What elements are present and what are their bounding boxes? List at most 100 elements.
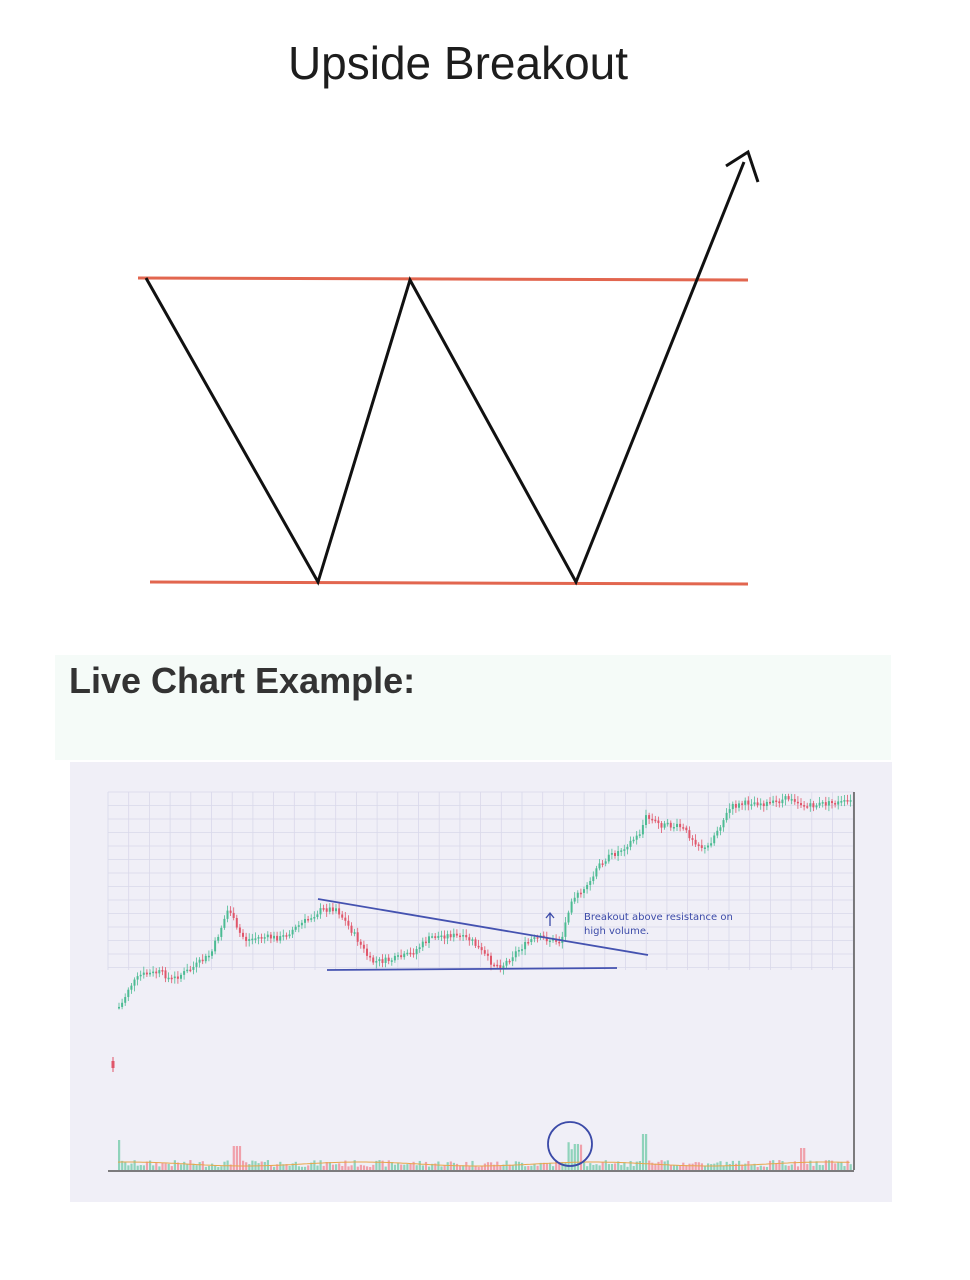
volume-bar bbox=[589, 1163, 592, 1170]
candle-body bbox=[362, 944, 365, 949]
candle-body bbox=[648, 815, 651, 819]
candle-body bbox=[207, 955, 210, 958]
candle-body bbox=[756, 802, 759, 806]
candle-body bbox=[741, 803, 744, 805]
candle-body bbox=[514, 951, 517, 958]
candle-body bbox=[703, 847, 706, 849]
candle-body bbox=[223, 918, 226, 928]
volume-bar bbox=[170, 1166, 173, 1170]
volume-bar bbox=[397, 1163, 400, 1170]
volume-bar bbox=[806, 1164, 809, 1170]
candle-body bbox=[319, 908, 322, 915]
candle-body bbox=[710, 843, 713, 846]
volume-bar bbox=[707, 1163, 710, 1170]
candle-body bbox=[124, 997, 127, 1003]
candle-body bbox=[837, 801, 840, 805]
candle-body bbox=[245, 936, 248, 941]
candle-body bbox=[778, 801, 781, 804]
candle-body bbox=[800, 803, 802, 806]
volume-bar bbox=[288, 1165, 291, 1170]
volume-bar bbox=[511, 1165, 514, 1170]
candle-body bbox=[344, 917, 347, 921]
volume-bar bbox=[142, 1165, 145, 1170]
candle-body bbox=[198, 959, 201, 963]
candle-body bbox=[586, 884, 589, 890]
candle-body bbox=[118, 1006, 120, 1009]
candle-body bbox=[666, 822, 669, 825]
volume-bar bbox=[787, 1165, 790, 1170]
candle-body bbox=[313, 917, 316, 919]
candle-body bbox=[375, 961, 378, 963]
volume-bar bbox=[229, 1164, 232, 1170]
candle-body bbox=[409, 952, 412, 955]
volume-bar bbox=[207, 1165, 211, 1170]
candle-body bbox=[511, 957, 514, 962]
candle-body bbox=[443, 935, 446, 939]
volume-bar bbox=[428, 1166, 431, 1170]
candle-body bbox=[632, 839, 635, 842]
volume-bar bbox=[837, 1162, 840, 1170]
candle-body bbox=[226, 910, 229, 919]
volume-bar bbox=[669, 1164, 672, 1170]
candle-body bbox=[260, 937, 263, 939]
candle-body bbox=[663, 823, 666, 828]
volume-bar bbox=[610, 1163, 614, 1170]
candle-body bbox=[598, 863, 601, 869]
candle-body bbox=[679, 823, 682, 828]
candle-body bbox=[397, 955, 399, 957]
volume-bar bbox=[626, 1166, 629, 1170]
candle-body bbox=[840, 801, 843, 803]
candle-body bbox=[421, 941, 424, 948]
volume-bar bbox=[412, 1161, 415, 1170]
candle-body bbox=[269, 934, 272, 939]
volume-bar bbox=[211, 1163, 214, 1170]
volume-bar bbox=[617, 1161, 620, 1170]
volume-bar bbox=[843, 1166, 846, 1170]
candle-body bbox=[189, 969, 192, 972]
candle-body bbox=[697, 844, 700, 846]
volume-bar bbox=[530, 1165, 533, 1170]
volume-bar bbox=[558, 1162, 561, 1170]
volume-bar bbox=[331, 1164, 335, 1170]
w-pattern-diagram bbox=[137, 149, 760, 586]
candle-body bbox=[127, 989, 130, 998]
volume-bar bbox=[362, 1165, 366, 1170]
volume-bar bbox=[378, 1160, 381, 1170]
volume-bar bbox=[440, 1166, 443, 1170]
candle-body bbox=[645, 815, 647, 826]
volume-bar bbox=[418, 1160, 421, 1170]
candle-body bbox=[446, 934, 449, 939]
candle-body bbox=[369, 955, 372, 958]
candle-body bbox=[276, 935, 279, 941]
volume-bar bbox=[400, 1164, 403, 1170]
volume-bar bbox=[812, 1165, 815, 1170]
candle-body bbox=[310, 918, 313, 920]
volume-bar bbox=[734, 1163, 738, 1170]
volume-highlight-circle bbox=[547, 1121, 593, 1167]
volume-bar bbox=[846, 1160, 849, 1170]
volume-bar bbox=[784, 1165, 787, 1170]
volume-bar bbox=[189, 1160, 192, 1170]
volume-bar bbox=[663, 1161, 666, 1170]
volume-bar bbox=[335, 1164, 338, 1170]
volume-bar bbox=[176, 1162, 180, 1170]
candle-body bbox=[527, 941, 530, 944]
volume-bar bbox=[316, 1165, 319, 1170]
volume-bar bbox=[471, 1160, 474, 1170]
candle-body bbox=[812, 803, 815, 808]
candle-body bbox=[843, 800, 846, 802]
candle-body bbox=[341, 914, 344, 918]
volume-bar bbox=[657, 1161, 660, 1170]
candle-body bbox=[254, 938, 257, 940]
volume-bar bbox=[514, 1161, 517, 1170]
volume-bar bbox=[319, 1160, 322, 1170]
candle-body bbox=[641, 825, 644, 835]
candle-body bbox=[331, 907, 334, 912]
volume-bar bbox=[772, 1160, 775, 1170]
candle-body bbox=[629, 840, 632, 847]
candle-body bbox=[620, 850, 623, 852]
candle-body bbox=[493, 964, 496, 967]
volume-bar bbox=[235, 1146, 238, 1170]
candle-body bbox=[158, 970, 161, 974]
volume-bar bbox=[685, 1165, 688, 1170]
